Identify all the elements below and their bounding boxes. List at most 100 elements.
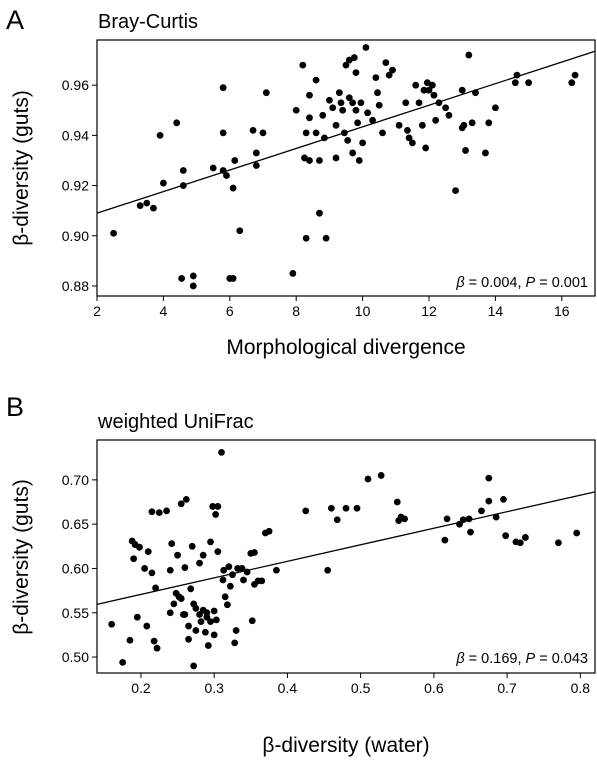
panel-b-data-point <box>502 532 510 540</box>
panel-a-data-point <box>340 129 348 137</box>
panel-a-data-point <box>513 71 521 79</box>
panel-b-data-point <box>212 616 220 624</box>
panel-b-data-point <box>485 497 493 505</box>
panel-b-data-point <box>214 548 222 556</box>
panel-b-data-point <box>302 507 310 515</box>
panel-a-y-tick-label: 0.90 <box>62 228 89 244</box>
panel-a-x-tick-label: 16 <box>554 303 570 319</box>
panel-b-data-point <box>185 622 192 630</box>
panel-a-data-point <box>136 202 144 210</box>
panel-a-data-point <box>262 89 270 97</box>
panel-a-stat-beta-value: = 0.004, <box>465 275 526 291</box>
panel-b-data-point <box>226 582 234 590</box>
panel-b-letter: B <box>6 392 24 422</box>
panel-b-data-point <box>500 495 507 503</box>
panel-a-data-point <box>458 86 466 94</box>
panel-b-data-point <box>190 662 198 670</box>
panel-b-data-point <box>441 536 449 544</box>
panel-b-data-point <box>485 474 493 482</box>
panel-a-data-point <box>385 71 393 79</box>
panel-a-data-point <box>357 99 365 107</box>
panel-a-data-point <box>219 84 227 92</box>
panel-a-stat: β = 0.004, P = 0.001 <box>455 275 588 291</box>
panel-b-data-point <box>573 529 581 537</box>
panel-a-data-point <box>189 272 197 280</box>
panel-b-data-point <box>196 559 203 567</box>
panel-a-data-point <box>452 187 459 194</box>
panel-a-data-point <box>511 79 519 87</box>
panel-a-data-point <box>402 99 410 107</box>
panel-b-data-point <box>443 515 451 523</box>
panel-b-x-tick-label: 0.3 <box>204 680 224 696</box>
panel-a-data-point <box>329 104 337 112</box>
panel-b-data-point <box>141 565 149 572</box>
panel-b-data-point <box>126 636 134 644</box>
panel-b-data-point <box>181 564 189 571</box>
panel-b-data-point <box>214 503 222 510</box>
panel-b-data-point <box>207 538 214 546</box>
panel-a-data-point <box>306 91 313 99</box>
panel-a-data-point <box>150 204 157 212</box>
panel-b-data-point <box>393 498 401 506</box>
panel-b-stat-p-symbol: P <box>526 651 536 667</box>
panel-a-data-point <box>465 51 473 59</box>
panel-a-data-point <box>302 129 310 137</box>
panel-b-data-point <box>459 516 467 524</box>
panel-b-data-point <box>221 593 229 601</box>
panel-a-x-tick-label: 6 <box>226 303 234 319</box>
panel-a-data-point <box>316 209 323 217</box>
panel-b-x-axis-label: β-diversity (water) <box>262 734 429 757</box>
panel-a-data-point <box>445 111 453 119</box>
panel-a-data-point <box>229 184 237 192</box>
panel-a-data-point <box>322 234 330 242</box>
panel-a-y-tick-label: 0.88 <box>62 278 89 294</box>
panel-a-y-axis-label: β-diversity (guts) <box>10 90 33 246</box>
panel-b-data-point <box>181 611 189 618</box>
panel-b-data-point <box>133 613 141 621</box>
panel-a-data-point <box>415 99 423 107</box>
panel-a-data-point <box>229 275 237 282</box>
panel-b-data-point <box>108 620 116 628</box>
panel-a-data-point <box>252 162 260 169</box>
panel-b-x-tick-label: 0.7 <box>497 680 517 696</box>
panel-a-data-point <box>422 144 430 152</box>
panel-a-x-tick-label: 2 <box>93 303 101 319</box>
panel-b-x-tick-label: 0.8 <box>571 680 591 696</box>
panel-a-x-axis-label: Morphological divergence <box>226 336 465 359</box>
panel-a-data-point <box>209 164 217 172</box>
panel-b-data-point <box>364 475 372 483</box>
panel-a-x-tick-label: 12 <box>421 303 437 319</box>
panel-a-data-point <box>372 74 380 82</box>
panel-a-data-point <box>110 229 117 237</box>
panel-a-data-point <box>364 109 371 117</box>
panel-b-data-point <box>153 644 161 652</box>
panel-a-data-point <box>326 96 333 104</box>
panel-a-x-tick-label: 10 <box>355 303 371 319</box>
panel-a-x-tick-label: 4 <box>160 303 168 319</box>
panel-b-x-tick-label: 0.6 <box>424 680 444 696</box>
panel-a-data-point <box>350 54 358 61</box>
panel-a-x-tick-label: 8 <box>292 303 300 319</box>
panel-b-stat-p-value: = 0.043 <box>535 651 588 667</box>
panel-a-data-point <box>425 86 433 94</box>
panel-b-data-point <box>248 617 256 625</box>
panel-a-data-point <box>460 121 468 129</box>
panel-a-data-point <box>236 227 244 235</box>
panel-a-data-point <box>335 89 343 97</box>
panel-b-data-point <box>148 508 156 516</box>
panel-a-data-point <box>369 116 376 124</box>
panel-a-y-tick-label: 0.96 <box>62 77 89 93</box>
panel-a-data-point <box>354 119 362 127</box>
panel-b-data-point <box>163 507 170 515</box>
panel-b-y-tick-label: 0.60 <box>62 560 89 576</box>
panel-b-data-point <box>342 504 350 512</box>
panel-a-data-point <box>306 157 313 164</box>
panel-b-data-point <box>353 504 361 512</box>
panel-a-data-point <box>359 139 366 147</box>
panel-b-data-point <box>265 527 273 535</box>
panel-b-data-point <box>197 618 205 626</box>
panel-a-stat-p-symbol: P <box>526 275 536 291</box>
panel-b-data-point <box>554 539 562 547</box>
panel-b-data-point <box>522 534 529 541</box>
panel-a-data-point <box>289 270 297 277</box>
